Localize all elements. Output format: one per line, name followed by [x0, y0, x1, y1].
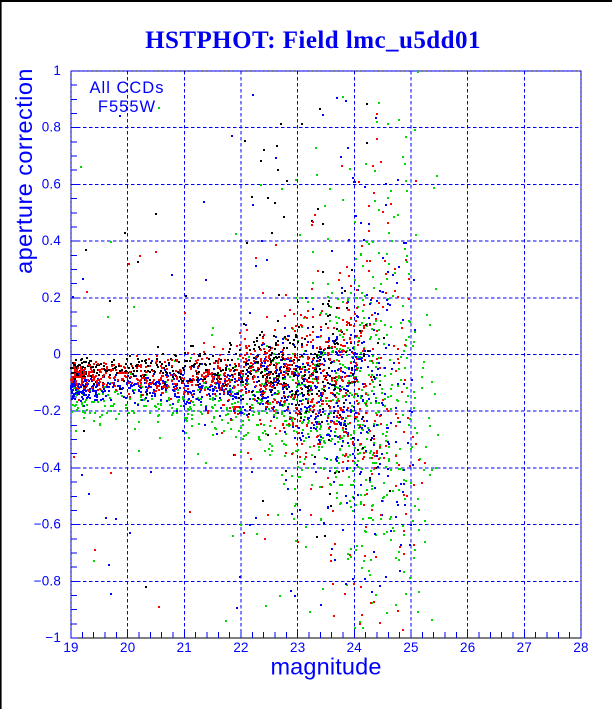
svg-text:28: 28	[573, 640, 588, 655]
svg-text:0.6: 0.6	[42, 176, 61, 191]
svg-text:−0.6: −0.6	[34, 517, 61, 532]
svg-text:F555W: F555W	[98, 98, 156, 116]
svg-text:−0.8: −0.8	[34, 573, 61, 588]
svg-text:27: 27	[517, 640, 532, 655]
svg-text:26: 26	[460, 640, 475, 655]
svg-text:25: 25	[403, 640, 418, 655]
svg-text:All CCDs: All CCDs	[90, 79, 165, 97]
svg-text:19: 19	[63, 640, 78, 655]
svg-text:20: 20	[120, 640, 135, 655]
svg-text:21: 21	[177, 640, 192, 655]
svg-text:magnitude: magnitude	[270, 654, 381, 680]
svg-text:aperture correction: aperture correction	[11, 68, 37, 274]
svg-text:0.8: 0.8	[42, 120, 61, 135]
svg-text:0.2: 0.2	[42, 290, 61, 305]
svg-text:−0.2: −0.2	[34, 403, 61, 418]
svg-text:0: 0	[53, 347, 61, 362]
svg-text:1: 1	[53, 63, 61, 78]
svg-text:−0.4: −0.4	[34, 460, 62, 475]
svg-text:0.4: 0.4	[42, 233, 62, 248]
svg-text:−1: −1	[45, 630, 61, 645]
svg-text:22: 22	[233, 640, 248, 655]
svg-text:23: 23	[290, 640, 305, 655]
svg-text:HSTPHOT: Field lmc_u5dd01: HSTPHOT: Field lmc_u5dd01	[145, 27, 481, 54]
svg-text:24: 24	[347, 640, 363, 655]
